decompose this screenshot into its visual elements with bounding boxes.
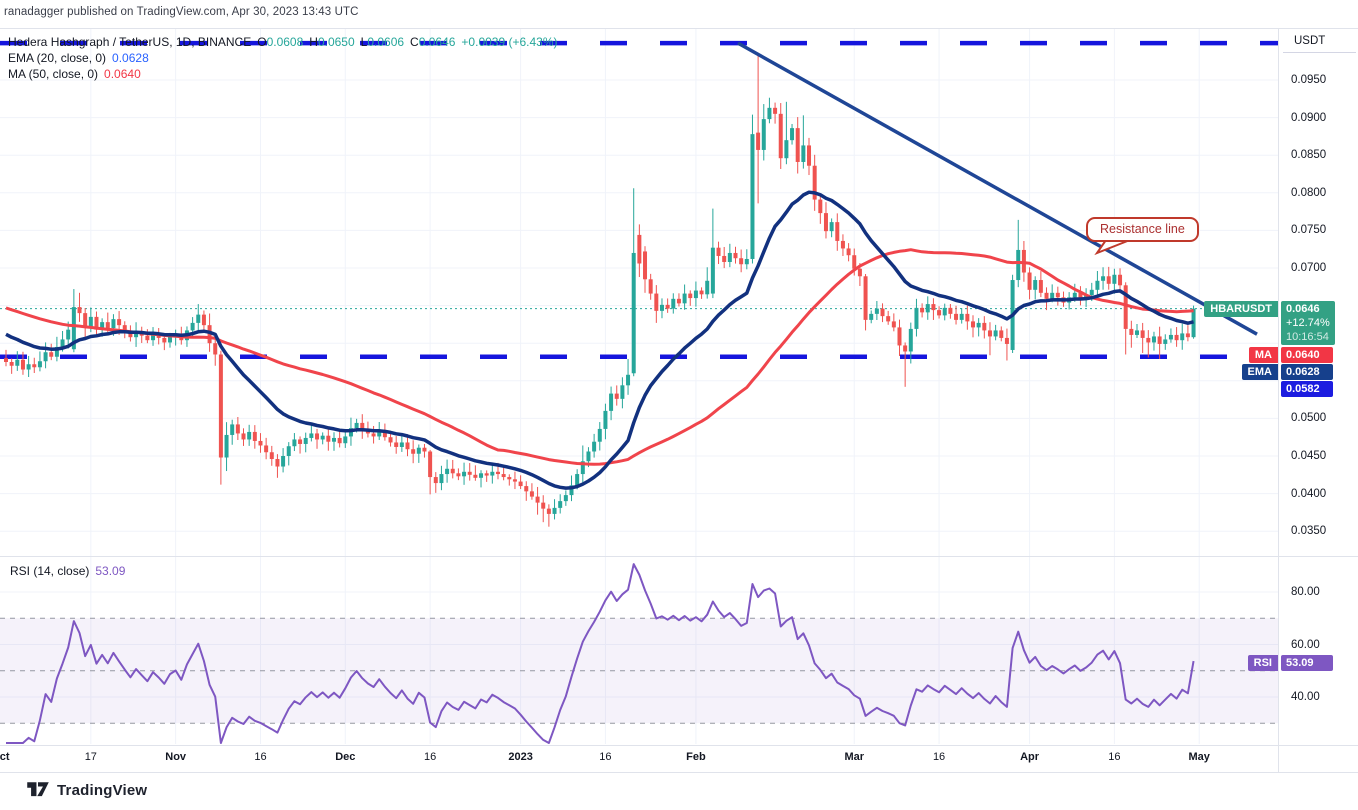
ohlc-key: H — [309, 35, 318, 49]
last-price-badge: 0.0646 +12.74% 10:16:54 — [1281, 300, 1335, 345]
time-tick-label: 16 — [424, 751, 437, 763]
chart-canvas[interactable] — [0, 0, 1358, 772]
price-axis-header-underline — [1283, 52, 1356, 53]
symbol-title: Hedera Hashgraph / TetherUS, 1D, BINANCE — [8, 35, 252, 49]
time-tick-label: 17 — [84, 751, 97, 763]
price-tick-label: 0.0900 — [1291, 111, 1327, 124]
ma-side-label: MA — [1248, 346, 1278, 363]
ohlc-value: 0.0608 — [266, 35, 304, 49]
resistance-trendline[interactable] — [737, 41, 1258, 336]
pane-separator[interactable] — [0, 556, 1358, 557]
time-tick-label: Oct — [0, 751, 10, 763]
time-tick-label: 2023 — [508, 751, 533, 763]
time-axis-top-border — [0, 745, 1358, 746]
price-axis-currency[interactable]: USDT — [1294, 35, 1326, 47]
ohlc-key: C — [410, 35, 419, 49]
chart-top-border — [0, 28, 1358, 29]
rsi-tick-label: 80.00 — [1291, 586, 1320, 598]
rsi-tick-label: 40.00 — [1291, 691, 1320, 703]
change-value: +0.0039 (+6.43%) — [461, 35, 558, 49]
gridlines — [0, 29, 1278, 744]
ma-50-line — [5, 248, 1194, 466]
price-tick-label: 0.0750 — [1291, 224, 1327, 237]
price-axis-border — [1278, 28, 1279, 772]
time-tick-label: Nov — [165, 751, 187, 763]
ma-legend-label: MA (50, close, 0) — [8, 67, 99, 81]
ma-legend-row[interactable]: MA (50, close, 0) 0.0640 — [8, 67, 558, 82]
rsi-legend-value: 53.09 — [95, 564, 126, 578]
chart-legend: Hedera Hashgraph / TetherUS, 1D, BINANCE… — [8, 35, 558, 83]
ohlc-value: 0.0646 — [418, 35, 456, 49]
ma-legend-value: 0.0640 — [104, 67, 141, 81]
ohlc-values: O0.0608 H0.0650 L0.0606 C0.0646 — [251, 35, 455, 49]
ohlc-value: 0.0606 — [367, 35, 405, 49]
time-tick-label: 16 — [932, 751, 946, 763]
price-tick-label: 0.0850 — [1291, 149, 1327, 162]
symbol-legend-row[interactable]: Hedera Hashgraph / TetherUS, 1D, BINANCE… — [8, 35, 558, 50]
time-tick-label: Mar — [844, 751, 865, 763]
price-tick-label: 0.0350 — [1291, 525, 1327, 538]
time-tick-label: Feb — [686, 751, 706, 763]
chart-bottom-border — [0, 772, 1358, 773]
tradingview-logo-icon — [27, 782, 49, 797]
ema-legend-value: 0.0628 — [112, 51, 149, 65]
ma-value-badge: 0.0640 — [1281, 346, 1333, 363]
ohlc-value: 0.0650 — [317, 35, 355, 49]
ema-value-badge: 0.0628 — [1281, 363, 1333, 380]
rsi-legend-row[interactable]: RSI (14, close) 53.09 — [10, 564, 125, 578]
time-tick-label: 16 — [1108, 751, 1121, 763]
rsi-line — [6, 563, 1195, 744]
price-tick-label: 0.0950 — [1291, 74, 1327, 86]
ohlc-key: O — [257, 35, 267, 49]
ohlc-key: L — [360, 35, 368, 49]
rsi-tick-label: 60.00 — [1291, 638, 1320, 651]
price-tick-label: 0.0450 — [1291, 450, 1327, 462]
rsi-value-badge: 53.09 — [1281, 654, 1333, 671]
tradingview-logo[interactable]: TradingView — [26, 780, 147, 800]
time-tick-label: Dec — [335, 751, 356, 763]
price-tick-label: 0.0800 — [1291, 186, 1327, 199]
ema-side-label: EMA — [1241, 363, 1278, 380]
price-tick-label: 0.0700 — [1291, 262, 1327, 274]
publisher-attribution: ranadagger published on TradingView.com,… — [4, 6, 359, 18]
ema-legend-row[interactable]: EMA (20, close, 0) 0.0628 — [8, 51, 558, 66]
tradingview-logo-text: TradingView — [57, 781, 148, 799]
resistance-line-label[interactable]: Resistance line — [1086, 217, 1199, 242]
time-tick-label: Apr — [1020, 751, 1040, 763]
price-tick-label: 0.0400 — [1291, 487, 1327, 500]
ema-20-line — [5, 190, 1194, 490]
time-tick-label: 16 — [254, 751, 267, 763]
price-tick-label: 0.0500 — [1291, 412, 1327, 425]
time-tick-label: 16 — [599, 751, 612, 763]
symbol-side-label: HBARUSDT — [1204, 300, 1278, 317]
drawing-level-badge: 0.0582 — [1281, 380, 1333, 397]
rsi-side-label: RSI — [1247, 654, 1278, 671]
rsi-legend-label: RSI (14, close) — [10, 564, 90, 578]
ema-legend-label: EMA (20, close, 0) — [8, 51, 107, 65]
time-tick-label: May — [1188, 751, 1210, 763]
